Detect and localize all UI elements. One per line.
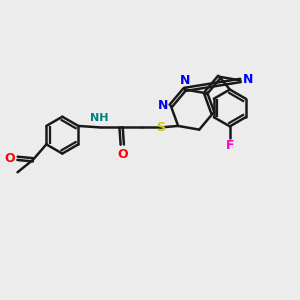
- Text: N: N: [158, 99, 168, 112]
- Text: N: N: [179, 74, 190, 87]
- Text: N: N: [243, 74, 254, 86]
- Text: O: O: [5, 152, 15, 165]
- Text: NH: NH: [90, 113, 109, 123]
- Text: O: O: [117, 148, 128, 160]
- Text: F: F: [226, 139, 234, 152]
- Text: S: S: [156, 121, 165, 134]
